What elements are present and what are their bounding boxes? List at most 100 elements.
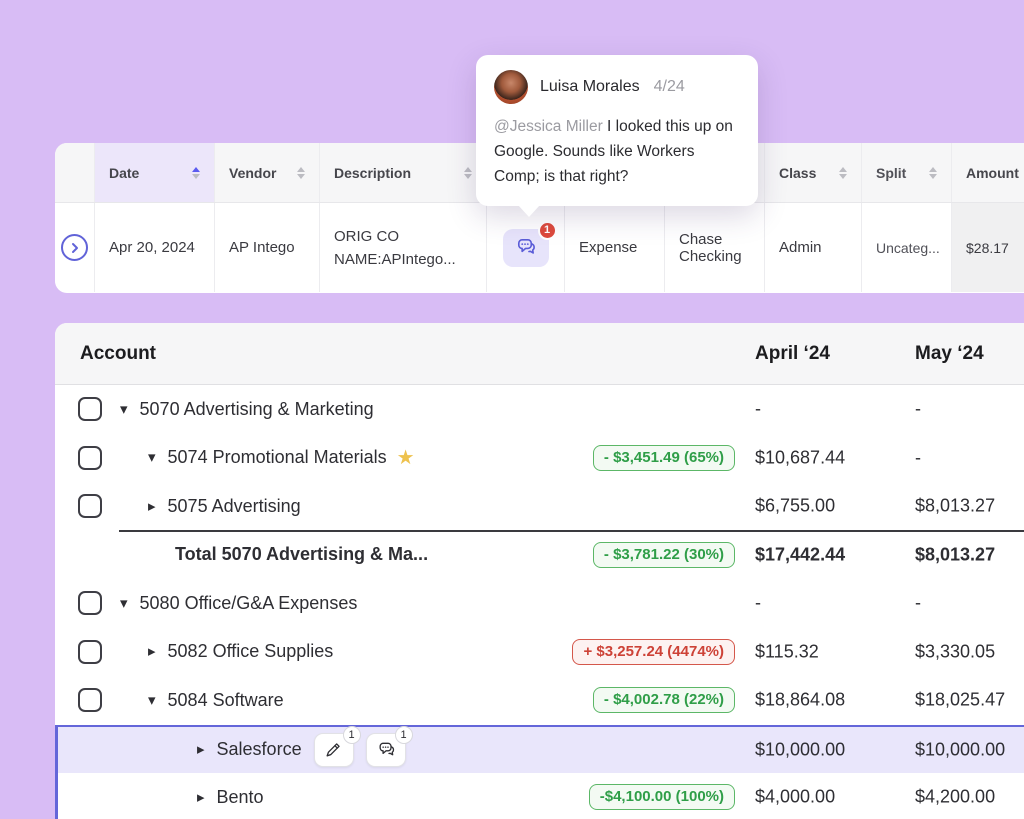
account-label: Salesforce (216, 739, 302, 760)
row-checkbox[interactable] (78, 445, 102, 470)
row-checkbox[interactable] (78, 494, 102, 519)
account-row-5084[interactable]: 5084 Software - $4,002.78 (22%) $18,864.… (55, 676, 1024, 725)
account-row-5080[interactable]: 5080 Office/G&A Expenses - - (55, 579, 1024, 628)
account-row-5082[interactable]: 5082 Office Supplies + $3,257.24 (4474%)… (55, 627, 1024, 676)
may-column-header: May ‘24 (915, 342, 984, 364)
caret-right-icon[interactable] (148, 644, 156, 659)
date-cell: Apr 20, 2024 (95, 203, 215, 292)
may-value: $10,000.00 (915, 739, 1006, 760)
amount-header-label: Amount (966, 164, 1019, 181)
class-header-label: Class (779, 164, 817, 181)
may-value: $8,013.27 (915, 495, 996, 516)
column-header-split[interactable]: Split (862, 143, 952, 202)
column-header-class[interactable]: Class (765, 143, 862, 202)
transaction-class: Admin (779, 239, 822, 256)
caret-down-icon[interactable] (148, 450, 156, 465)
vendor-header-label: Vendor (229, 164, 277, 181)
account-row-salesforce[interactable]: Salesforce 1 1 $10,000.00 $10 (55, 724, 1024, 773)
sort-icon[interactable] (831, 166, 847, 179)
sort-icon[interactable] (1019, 167, 1024, 179)
april-value: - (755, 398, 761, 419)
caret-down-icon[interactable] (120, 596, 128, 611)
sort-icon[interactable] (921, 166, 937, 179)
transaction-category: Expense (579, 239, 638, 256)
transaction-vendor: AP Intego (229, 239, 295, 256)
star-icon: ★ (396, 446, 415, 469)
comment-count-badge: 1 (537, 220, 557, 240)
category-cell: Expense (565, 203, 665, 292)
column-header-date[interactable]: Date (95, 143, 215, 202)
april-value: - (755, 592, 761, 613)
caret-right-icon[interactable] (197, 742, 205, 757)
account-label: 5074 Promotional Materials (167, 447, 387, 468)
caret-right-icon[interactable] (197, 790, 205, 805)
highlight-annotation-button[interactable]: 1 (313, 725, 361, 767)
description-cell: ORIG CO NAME:APIntego... (320, 203, 487, 292)
delta-badge: - $3,451.49 (65%) (592, 444, 735, 471)
account-label: 5082 Office Supplies (167, 641, 334, 662)
account-label: 5075 Advertising (167, 495, 301, 516)
delta-badge: + $3,257.24 (4474%) (572, 638, 735, 665)
column-header-vendor[interactable]: Vendor (215, 143, 320, 202)
caret-down-icon[interactable] (120, 402, 128, 417)
total-label: Total 5070 Advertising & Ma... (175, 544, 429, 565)
april-value: $115.32 (755, 641, 819, 662)
column-header-description[interactable]: Description (320, 143, 487, 202)
may-value: - (915, 592, 921, 613)
transaction-account: Chase Checking (679, 230, 742, 265)
april-value: $10,687.44 (755, 447, 846, 468)
may-value: - (915, 398, 921, 419)
accounts-table: Account April ‘24 May ‘24 5070 Advertisi… (55, 323, 1024, 819)
row-checkbox[interactable] (78, 397, 102, 422)
caret-right-icon[interactable] (148, 499, 156, 514)
row-checkbox[interactable] (78, 688, 102, 713)
comment-author: Luisa Morales (540, 78, 640, 95)
transaction-description: ORIG CO NAME:APIntego... (334, 227, 456, 268)
comment-annotation-button[interactable]: 1 (365, 725, 413, 767)
highlighter-icon (326, 743, 340, 757)
may-value: $8,013.27 (915, 544, 996, 565)
accounts-header-row: Account April ‘24 May ‘24 (55, 323, 1024, 385)
row-checkbox[interactable] (78, 591, 102, 616)
april-value: $10,000.00 (755, 739, 846, 760)
split-header-label: Split (876, 164, 907, 181)
delta-badge: -$4,100.00 (100%) (588, 784, 735, 811)
expander-column-header (55, 143, 95, 202)
popover-header: Luisa Morales 4/24 (494, 70, 740, 104)
transaction-amount: $28.17 (966, 239, 1009, 256)
may-value: $18,025.47 (915, 689, 1006, 710)
comments-cell: 1 (487, 203, 565, 292)
april-value: $4,000.00 (755, 786, 836, 807)
expand-row-button[interactable] (61, 234, 88, 261)
april-value: $18,864.08 (755, 689, 846, 710)
may-value: $4,200.00 (915, 786, 996, 807)
caret-down-icon[interactable] (148, 693, 156, 708)
april-column-header: April ‘24 (755, 342, 830, 364)
sort-icon[interactable] (289, 166, 305, 179)
account-column-header: Account (80, 342, 156, 364)
description-header-label: Description (334, 164, 412, 181)
account-label: 5080 Office/G&A Expenses (139, 592, 358, 613)
comment-date: 4/24 (653, 78, 685, 95)
account-row-bento[interactable]: Bento -$4,100.00 (100%) $4,000.00 $4,200… (55, 773, 1024, 819)
avatar (494, 70, 528, 104)
comment-button[interactable]: 1 (502, 220, 557, 267)
vendor-cell: AP Intego (215, 203, 320, 292)
transaction-date: Apr 20, 2024 (109, 239, 195, 256)
row-checkbox[interactable] (78, 639, 102, 664)
delta-badge: - $3,781.22 (30%) (592, 541, 735, 568)
sort-icon[interactable] (456, 166, 472, 179)
account-label: 5070 Advertising & Marketing (139, 398, 374, 419)
account-row-5070[interactable]: 5070 Advertising & Marketing - - (55, 385, 1024, 434)
account-row-5074[interactable]: 5074 Promotional Materials ★ - $3,451.49… (55, 433, 1024, 482)
transaction-row[interactable]: Apr 20, 2024 AP Intego ORIG CO NAME:APIn… (55, 203, 1024, 292)
column-header-account (665, 143, 765, 202)
account-row-5075[interactable]: 5075 Advertising $6,755.00 $8,013.27 (55, 482, 1024, 531)
sort-icon[interactable] (184, 166, 200, 179)
amount-cell: $28.17 (952, 203, 1024, 292)
column-header-amount[interactable]: Amount (952, 143, 1024, 202)
account-cell: Chase Checking (665, 203, 765, 292)
delta-badge: - $4,002.78 (22%) (592, 687, 735, 714)
highlight-count-badge: 1 (342, 725, 361, 744)
